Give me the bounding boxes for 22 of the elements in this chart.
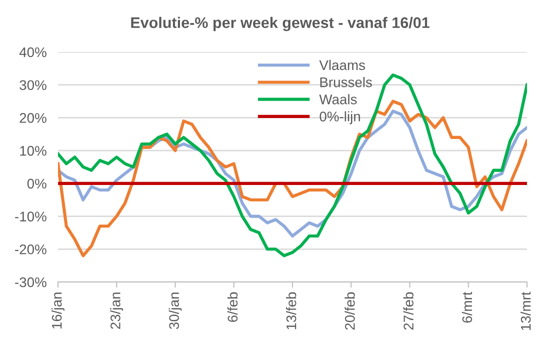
- legend-label: 0%-lijn: [320, 111, 360, 124]
- legend-label: Brussels: [320, 77, 372, 88]
- x-tick-label: 6/feb: [227, 292, 238, 322]
- chart-title: Evolutie-% per week gewest - vanaf 16/01: [131, 16, 430, 32]
- x-tick-label: 27/feb: [403, 292, 414, 330]
- y-tick-label: 20%: [20, 113, 46, 123]
- y-tick-label: -30%: [15, 277, 46, 288]
- y-tick-label: 30%: [20, 80, 46, 90]
- y-tick-label: 0%: [27, 178, 46, 189]
- x-tick-label: 6/mrt: [462, 292, 472, 323]
- y-tick-label: 10%: [20, 146, 46, 156]
- x-tick-label: 30/jan: [168, 292, 182, 330]
- x-tick-label: 13/feb: [286, 292, 296, 330]
- y-tick-label: -20%: [15, 244, 46, 254]
- y-tick-label: 40%: [19, 47, 46, 58]
- legend-label: Vlaams: [319, 60, 365, 70]
- x-tick-label: 23/jan: [110, 292, 124, 329]
- x-tick-label: 13/mrt: [520, 292, 531, 330]
- y-tick-label: -10%: [15, 212, 46, 222]
- legend-label: Waals: [319, 94, 357, 104]
- x-tick-label: 16/jan: [52, 292, 64, 328]
- x-tick-label: 20/feb: [344, 292, 355, 330]
